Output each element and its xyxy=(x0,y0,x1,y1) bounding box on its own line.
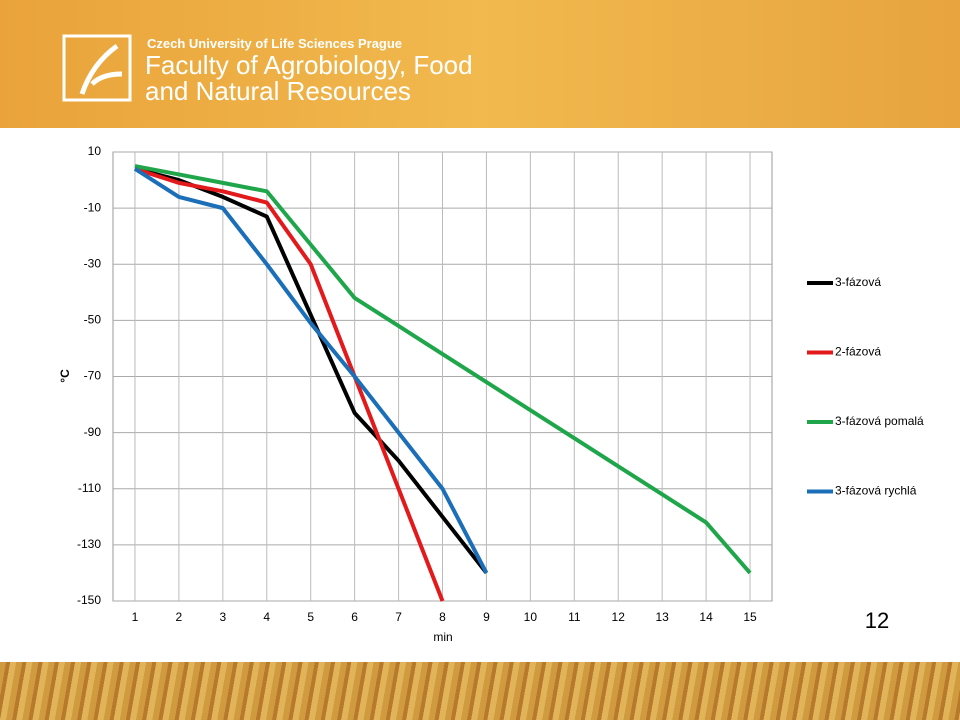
x-tick-label: 11 xyxy=(568,610,581,624)
faculty: and Natural Resources xyxy=(145,76,411,106)
legend-label: 3-fázová pomalá xyxy=(835,414,924,428)
legend-label: 3-fázová rychlá xyxy=(835,484,917,498)
x-tick-label: 5 xyxy=(307,610,314,624)
footer-image xyxy=(0,662,960,720)
x-tick-label: 2 xyxy=(176,610,183,624)
x-tick-label: 12 xyxy=(612,610,626,624)
x-tick-label: 1 xyxy=(132,610,139,624)
legend-label: 2-fázová xyxy=(835,345,881,359)
x-tick-label: 14 xyxy=(699,610,713,624)
header: Czech University of Life Sciences Prague… xyxy=(0,0,960,128)
page-number: 12 xyxy=(865,608,889,633)
x-tick-label: 10 xyxy=(524,610,538,624)
series-line xyxy=(134,166,445,602)
x-tick-label: 13 xyxy=(655,610,669,624)
legend-label: 3-fázová xyxy=(835,275,881,289)
y-tick-label: 10 xyxy=(88,144,102,158)
y-tick-label: -50 xyxy=(84,313,102,327)
y-tick-label: -150 xyxy=(77,593,101,607)
x-tick-label: 15 xyxy=(743,610,757,624)
faculty: Faculty of Agrobiology, Food xyxy=(145,50,473,80)
x-tick-label: 7 xyxy=(395,610,402,624)
logo xyxy=(62,34,132,102)
series-line xyxy=(133,167,489,574)
y-tick-label: -70 xyxy=(84,369,102,383)
y-tick-label: -130 xyxy=(77,537,101,551)
x-axis-label: min xyxy=(433,630,452,644)
university: Czech University of Life Sciences Prague xyxy=(147,36,403,51)
series-line xyxy=(134,164,752,575)
x-tick-label: 6 xyxy=(351,610,358,624)
y-tick-label: -90 xyxy=(84,425,102,439)
x-tick-label: 4 xyxy=(263,610,270,624)
y-tick-label: -110 xyxy=(78,481,101,495)
y-axis-label: °C xyxy=(58,369,72,383)
x-tick-label: 3 xyxy=(219,610,226,624)
chart: °C min 12 10-10-30-50-70-90-110-130-1501… xyxy=(58,144,924,644)
x-tick-label: 9 xyxy=(483,610,490,624)
x-tick-label: 8 xyxy=(439,610,446,624)
y-tick-label: -10 xyxy=(84,200,102,214)
y-tick-label: -30 xyxy=(84,256,102,270)
